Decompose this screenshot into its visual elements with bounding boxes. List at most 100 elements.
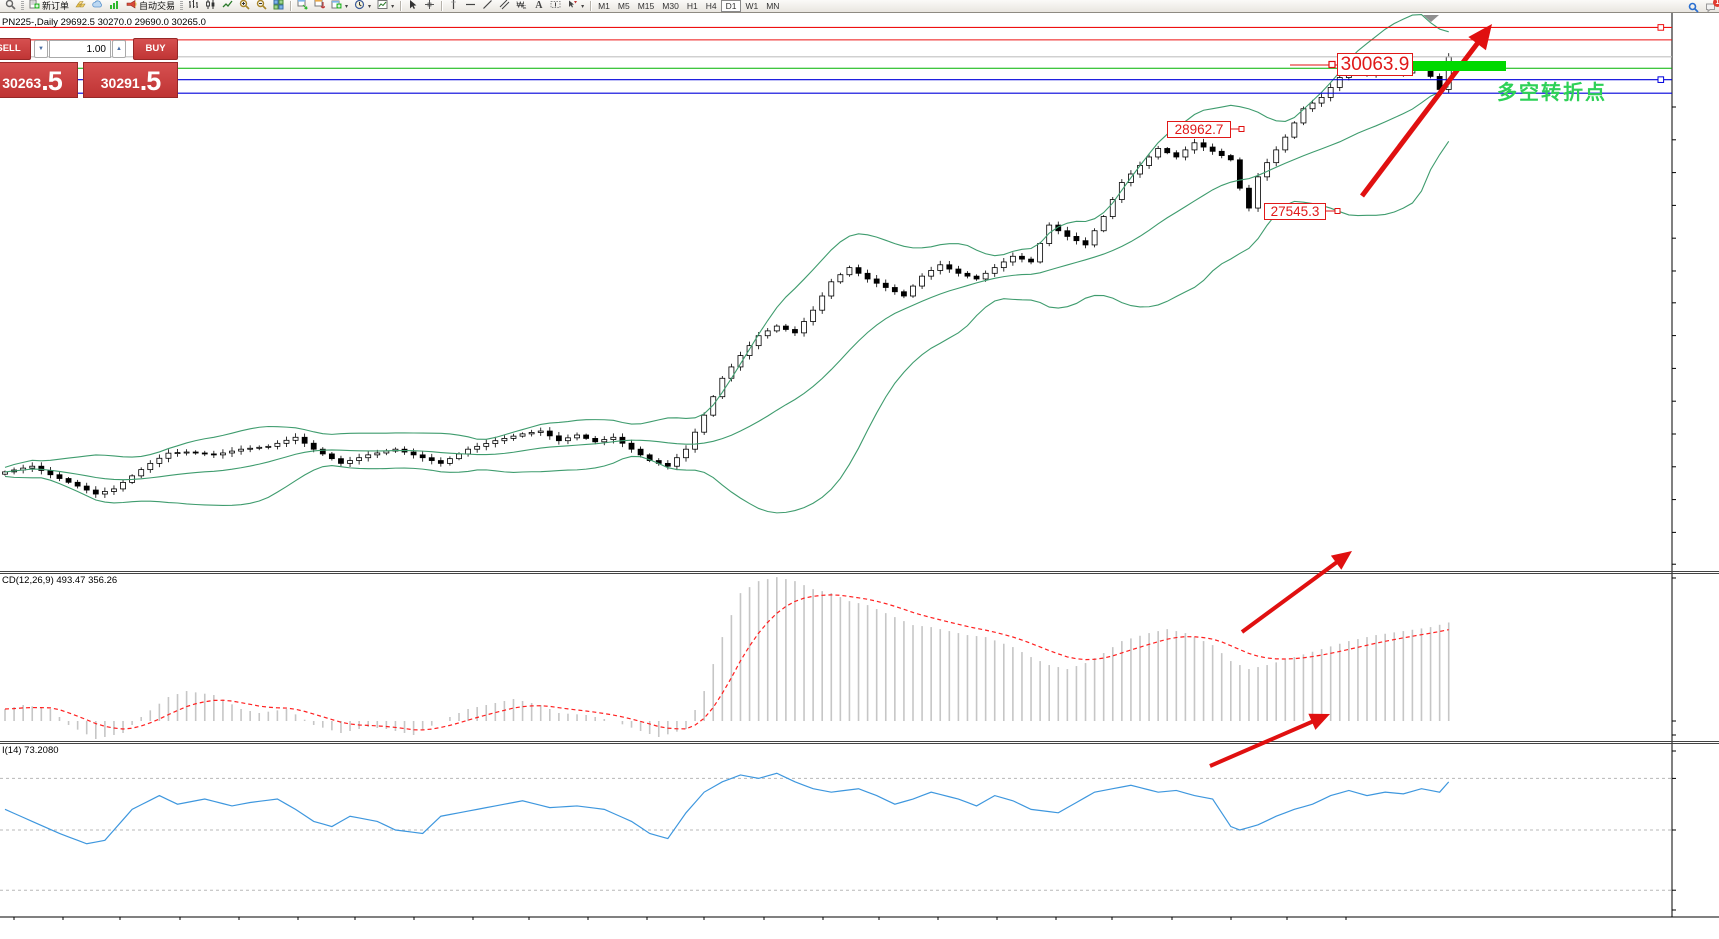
toolbar-grip[interactable] <box>180 1 184 11</box>
algo-trading-button-label: 自动交易 <box>139 1 176 11</box>
svg-text:E: E <box>523 5 527 10</box>
trendline-glyph <box>482 0 493 15</box>
dropdown-arrow-icon[interactable]: ▾ <box>581 3 585 10</box>
bar-chart-glyph <box>188 0 199 15</box>
dropdown-arrow-icon[interactable]: ▾ <box>391 3 395 10</box>
templates-button[interactable]: ▾ <box>374 0 397 12</box>
text-glyph: A <box>533 0 544 15</box>
timeframe-w1-button[interactable]: W1 <box>745 1 759 11</box>
search-icon[interactable] <box>1685 0 1702 13</box>
deposit-gold-icon[interactable] <box>72 0 89 12</box>
new-chart-glyph <box>331 0 342 15</box>
date-axis[interactable]: ul 202023 Jul 20202 Aug 202011 Aug 20202… <box>0 917 1719 939</box>
bar-chart-button[interactable] <box>185 0 202 12</box>
price-annotation-30063[interactable]: 30063.9 <box>1337 53 1413 76</box>
volume-increase-button[interactable]: ▲ <box>112 40 126 58</box>
toolbar-separator <box>590 1 592 11</box>
toolbar-grip[interactable] <box>21 1 24 11</box>
cloud-icon-glyph <box>92 0 103 15</box>
zoom-out-button[interactable] <box>253 0 270 12</box>
zoom-in-glyph <box>239 0 250 15</box>
chart-window-icon-glyph <box>5 0 16 15</box>
toolbar-separator <box>400 1 402 11</box>
zoom-out-glyph <box>256 0 267 15</box>
cascade-windows-button[interactable] <box>311 0 328 12</box>
buy-price-frac: .5 <box>139 66 162 96</box>
label-button[interactable] <box>547 0 564 12</box>
chart-position-marker <box>1423 15 1439 22</box>
main-toolbar: 新订单 自动交易 ▾ ▾ ▾ ₩ E A ▾ M1 M5 M15 M30 H1 H4 D1 W1 MN 1 <box>0 0 1719 13</box>
timeframe-d1-button[interactable]: D1 <box>720 0 742 12</box>
trendline-button[interactable] <box>479 0 496 12</box>
price-annotation-28962[interactable]: 28962.7 <box>1167 121 1231 138</box>
crosshair-button[interactable] <box>421 0 438 12</box>
rsi-indicator-label: I(14) 73.2080 <box>2 745 59 756</box>
timeframe-h1-button[interactable]: H1 <box>686 1 698 11</box>
timeframe-m15-button[interactable]: M15 <box>637 1 655 11</box>
sell-button[interactable]: SELL <box>0 38 31 60</box>
notification-badge: 1 <box>1713 0 1719 7</box>
templates-glyph <box>377 0 388 15</box>
label-glyph <box>550 0 561 15</box>
timeframe-mn-button[interactable]: MN <box>766 1 780 11</box>
horizontal-line-glyph <box>465 0 476 15</box>
chart-window-icon[interactable] <box>2 0 19 12</box>
dropdown-arrow-icon[interactable]: ▾ <box>368 3 372 10</box>
dropdown-arrow-icon[interactable]: ▾ <box>345 3 349 10</box>
cascade-windows-glyph <box>314 0 326 15</box>
cloud-icon[interactable] <box>89 0 106 12</box>
arrows-button[interactable]: ▾ <box>564 0 587 12</box>
equidistant-channel-button[interactable] <box>496 0 513 12</box>
fibonacci-glyph: ₩ E <box>516 0 528 15</box>
timeframe-m5-button[interactable]: M5 <box>617 1 630 11</box>
timeframe-m30-button[interactable]: M30 <box>662 1 679 11</box>
timeframe-h4-button[interactable]: H4 <box>705 1 717 11</box>
turning-point-text[interactable]: 多空转折点 <box>1497 82 1607 104</box>
arrange-windows-glyph <box>297 0 308 15</box>
svg-text:₩: ₩ <box>517 1 525 10</box>
sell-price-box[interactable]: 30263.5 <box>0 62 78 98</box>
cursor-button[interactable] <box>404 0 421 12</box>
price-annotation-27545[interactable]: 27545.3 <box>1264 203 1326 220</box>
text-button[interactable]: A <box>530 0 547 12</box>
fibonacci-button[interactable]: ₩ E <box>513 0 530 12</box>
algo-trading-button[interactable]: 自动交易 <box>123 0 178 12</box>
toolbar-separator <box>290 1 292 11</box>
vertical-line-button[interactable] <box>445 0 462 12</box>
candlestick-chart-glyph <box>205 0 216 15</box>
price-scale[interactable]: 29381.028803.028225.027647.027069.026491… <box>1673 13 1719 917</box>
horizontal-line-button[interactable] <box>462 0 479 12</box>
zoom-in-button[interactable] <box>236 0 253 12</box>
buy-button[interactable]: BUY <box>133 38 178 60</box>
svg-text:A: A <box>535 0 543 10</box>
volume-input[interactable] <box>49 40 111 58</box>
timeframe-m1-button[interactable]: M1 <box>598 1 610 11</box>
sell-price-frac: .5 <box>41 66 63 96</box>
signals-icon-glyph <box>109 0 120 15</box>
notifications-icon[interactable]: 1 <box>1702 0 1719 13</box>
signals-icon[interactable] <box>106 0 123 12</box>
new-order-button[interactable]: 新订单 <box>26 0 72 12</box>
line-chart-glyph <box>222 0 233 15</box>
equidistant-channel-glyph <box>499 0 510 15</box>
tile-windows-glyph <box>273 0 284 15</box>
candlestick-chart-button[interactable] <box>202 0 219 12</box>
new-order-glyph <box>29 0 40 15</box>
deposit-gold-icon-glyph <box>75 0 86 15</box>
one-click-trading-panel: SELL ▼ ▲ BUY 30263.5 30291.5 <box>0 30 178 99</box>
chart-title: PN225-,Daily 29692.5 30270.0 29690.0 302… <box>2 17 206 28</box>
arrange-windows-button[interactable] <box>294 0 311 12</box>
volume-decrease-button[interactable]: ▼ <box>34 40 48 58</box>
sell-price-int: 30263 <box>2 75 42 91</box>
green-highlight-bar[interactable] <box>1413 61 1506 71</box>
period-selector-button[interactable]: ▾ <box>351 0 374 12</box>
buy-price-box[interactable]: 30291.5 <box>83 62 178 98</box>
line-chart-button[interactable] <box>219 0 236 12</box>
new-chart-button[interactable]: ▾ <box>328 0 351 12</box>
new-order-button-label: 新订单 <box>42 1 70 11</box>
period-selector-glyph <box>354 0 365 15</box>
tile-windows-button[interactable] <box>270 0 287 12</box>
vertical-line-glyph <box>448 0 459 15</box>
